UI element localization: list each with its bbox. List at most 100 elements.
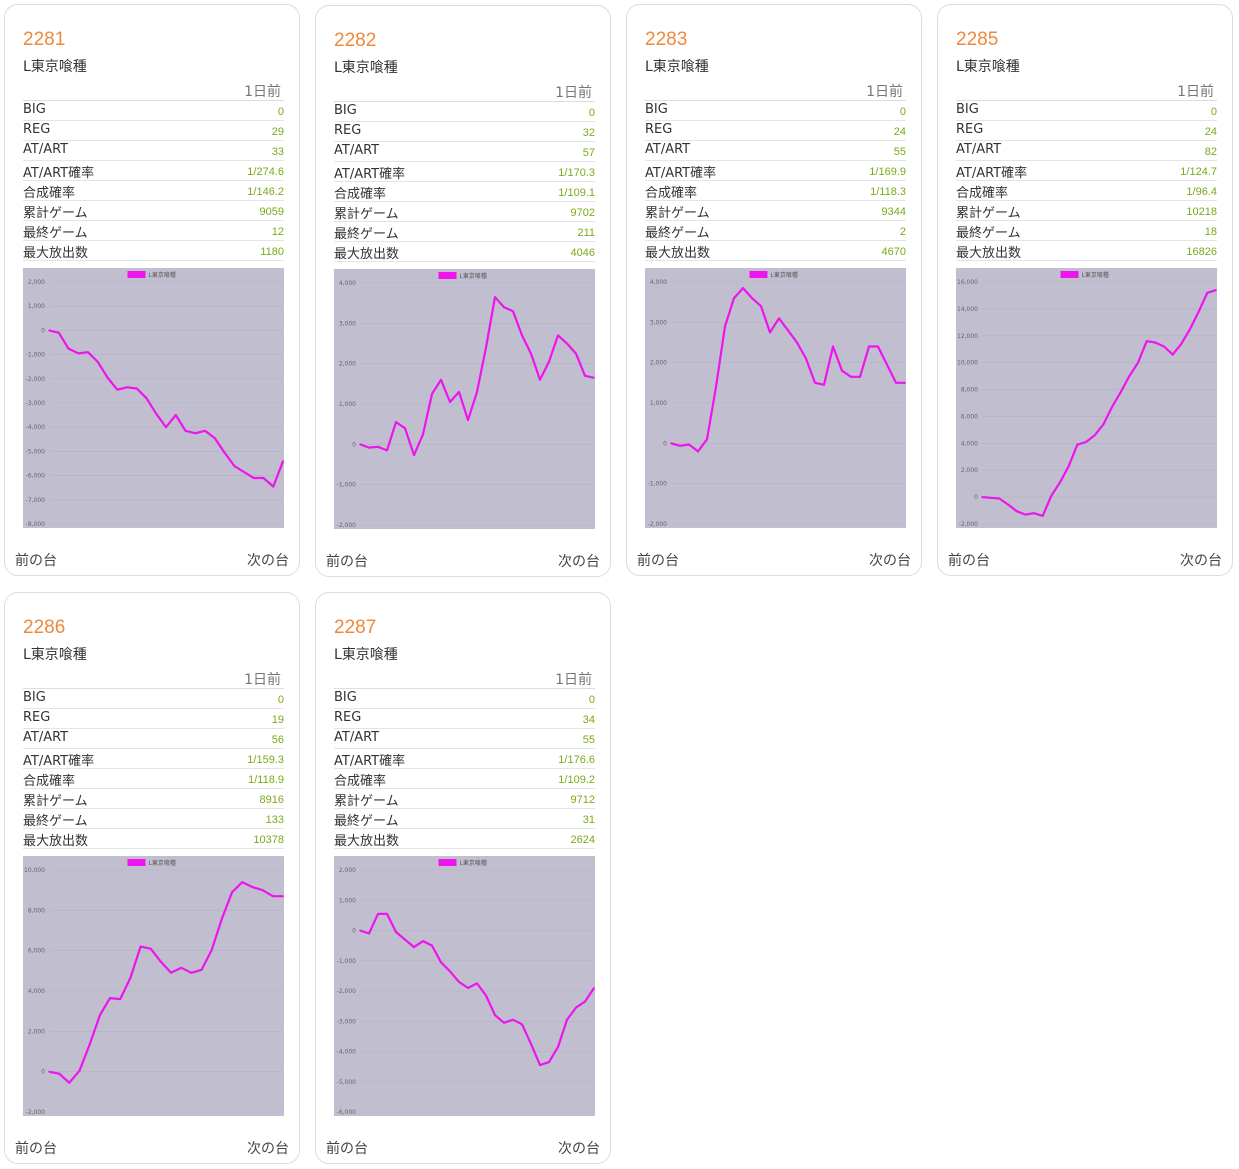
stat-label: AT/ART <box>334 730 380 745</box>
y-tick-label: 16,000 <box>957 279 978 286</box>
data-point <box>981 496 983 498</box>
stats-row: 合成確率 1/118.3 <box>645 181 906 201</box>
data-point <box>77 352 80 355</box>
data-point <box>404 938 406 941</box>
data-point <box>204 430 206 432</box>
y-tick-label: 14,000 <box>957 306 978 313</box>
machine-model-name: L東京喰種 <box>23 59 87 75</box>
prev-machine-link[interactable]: 前の台 <box>326 554 368 570</box>
data-point <box>241 881 244 883</box>
data-point <box>877 345 879 348</box>
series-line <box>48 881 283 1084</box>
legend-label: L東京喰種 <box>149 859 176 867</box>
machine-number[interactable]: 2281 <box>23 29 66 50</box>
stat-label: BIG <box>334 103 357 118</box>
stat-value: 0 <box>899 106 906 118</box>
chart-background <box>334 269 595 529</box>
next-machine-link[interactable]: 次の台 <box>247 1141 289 1157</box>
stat-value: 1/170.3 <box>558 167 595 179</box>
stat-label: AT/ART確率 <box>23 754 95 769</box>
data-point <box>1171 353 1174 356</box>
machine-number[interactable]: 2283 <box>645 29 688 50</box>
stat-value: 2624 <box>570 834 595 846</box>
data-point <box>155 413 158 415</box>
stats-table: BIG 0 REG 24 AT/ART 55 AT/ART確率 1/169.9 合成確率 1/11… <box>645 100 906 261</box>
prev-machine-link[interactable]: 前の台 <box>948 553 990 569</box>
data-point <box>1111 406 1113 408</box>
stats-row: 最大放出数 2624 <box>334 829 595 849</box>
stats-row: AT/ART 55 <box>334 729 595 749</box>
data-point <box>998 497 1001 500</box>
y-tick-label: 6,000 <box>961 413 978 420</box>
machine-number[interactable]: 2282 <box>334 30 377 51</box>
data-point <box>886 363 888 366</box>
y-tick-label: -3,000 <box>337 1018 357 1025</box>
y-tick-label: 0 <box>41 327 45 334</box>
stat-value: 4046 <box>570 247 595 259</box>
stat-label: 最終ゲーム <box>334 814 399 829</box>
data-point <box>48 1070 50 1073</box>
data-point <box>99 1014 101 1016</box>
data-point <box>368 446 370 449</box>
stats-row: 累計ゲーム 9344 <box>645 201 906 221</box>
stats-row: REG 34 <box>334 709 595 729</box>
machine-number[interactable]: 2286 <box>23 617 66 638</box>
machine-number[interactable]: 2287 <box>334 617 377 638</box>
stat-value: 1/118.3 <box>870 186 906 198</box>
next-machine-link[interactable]: 次の台 <box>1180 553 1222 569</box>
stats-table: BIG 0 REG 34 AT/ART 55 AT/ART確率 1/176.6 合成確率 1/10… <box>334 688 595 849</box>
prev-machine-link[interactable]: 前の台 <box>637 553 679 569</box>
data-point <box>58 1072 60 1075</box>
legend-swatch <box>438 272 457 279</box>
legend-label: L東京喰種 <box>460 272 487 280</box>
chart-background <box>23 856 284 1116</box>
stat-label: 累計ゲーム <box>956 206 1021 221</box>
data-point <box>262 477 265 479</box>
y-tick-label: -2,000 <box>26 376 46 383</box>
data-point <box>386 449 388 452</box>
machine-number[interactable]: 2285 <box>956 29 999 50</box>
y-tick-label: 8,000 <box>28 907 45 914</box>
data-point <box>467 987 469 989</box>
next-machine-link[interactable]: 次の台 <box>247 553 289 569</box>
data-point <box>282 460 284 462</box>
stat-value: 29 <box>271 126 284 138</box>
prev-machine-link[interactable]: 前の台 <box>326 1141 368 1157</box>
data-point <box>57 332 60 334</box>
data-point <box>368 932 370 935</box>
data-point <box>449 401 451 403</box>
data-point <box>796 341 798 344</box>
data-point <box>823 384 825 386</box>
data-point <box>494 296 496 298</box>
stats-row: AT/ART確率 1/274.6 <box>23 161 284 181</box>
stats-row: BIG 0 <box>645 101 906 121</box>
next-machine-link[interactable]: 次の台 <box>558 1141 600 1157</box>
stats-row: AT/ART 55 <box>645 141 906 161</box>
stat-value: 1/124.7 <box>1180 166 1217 178</box>
stat-label: 合成確率 <box>956 186 1009 201</box>
data-point <box>174 414 177 416</box>
stat-label: REG <box>23 710 51 725</box>
stat-value: 8916 <box>259 794 284 806</box>
prev-machine-link[interactable]: 前の台 <box>15 553 57 569</box>
next-machine-link[interactable]: 次の台 <box>869 553 911 569</box>
prev-machine-link[interactable]: 前の台 <box>15 1141 57 1157</box>
next-machine-link[interactable]: 次の台 <box>558 554 600 570</box>
data-point <box>733 297 735 299</box>
stat-label: AT/ART確率 <box>956 166 1028 181</box>
data-point <box>548 360 550 363</box>
stats-table: BIG 0 REG 24 AT/ART 82 AT/ART確率 1/124.7 合成確率 1/96… <box>956 100 1217 261</box>
data-point <box>742 287 744 289</box>
stat-value: 1/274.6 <box>247 166 284 178</box>
legend-swatch <box>127 859 146 866</box>
data-point <box>1206 291 1209 294</box>
data-point <box>221 917 223 920</box>
stat-value: 1/159.3 <box>247 754 284 766</box>
data-point <box>593 987 595 989</box>
data-point <box>431 393 433 395</box>
data-point <box>512 1018 514 1021</box>
stat-value: 56 <box>271 734 284 746</box>
data-point <box>1024 513 1027 516</box>
data-point <box>395 421 397 423</box>
stat-label: AT/ART確率 <box>334 167 406 182</box>
